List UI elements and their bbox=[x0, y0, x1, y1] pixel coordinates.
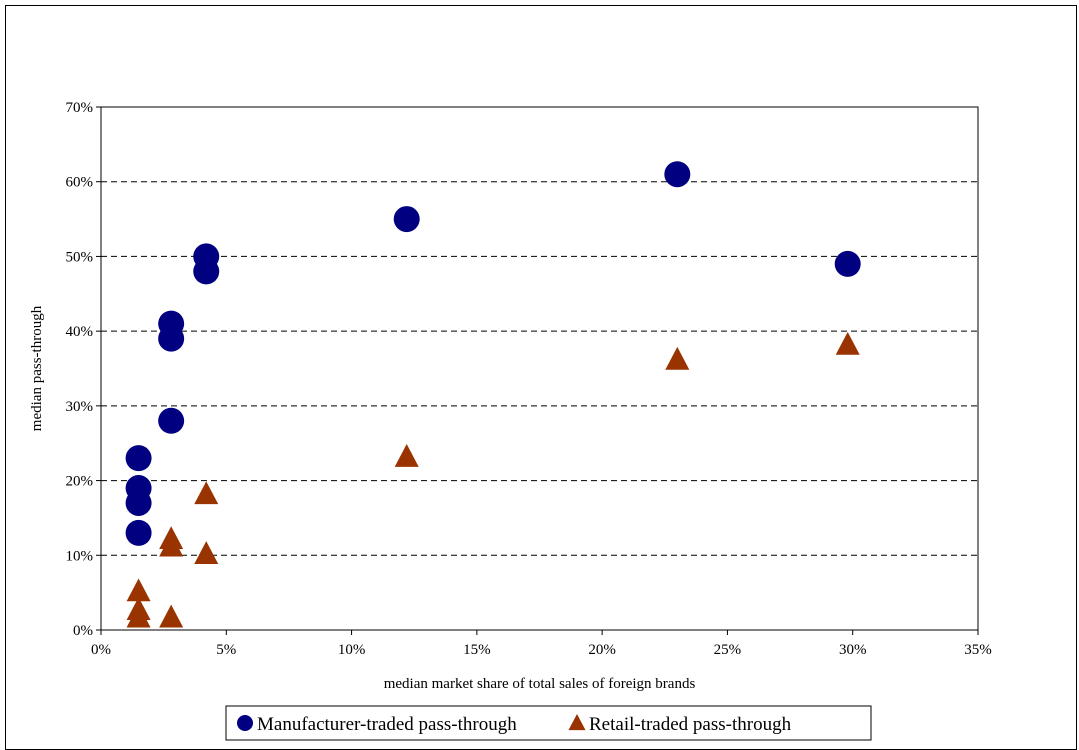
gridlines bbox=[101, 181, 978, 556]
manufacturer-point bbox=[125, 475, 152, 502]
x-tick-label: 20% bbox=[588, 642, 616, 658]
x-axis-ticks: 0% 5% 10% 15% 20% 25% 30% 35% bbox=[91, 630, 992, 658]
y-tick-label: 70% bbox=[66, 100, 94, 116]
legend-box bbox=[225, 705, 872, 741]
retail-point bbox=[194, 541, 219, 564]
legend-circle-icon bbox=[237, 715, 253, 731]
x-tick-label: 30% bbox=[839, 642, 867, 658]
retail-point bbox=[835, 331, 860, 355]
y-axis-title: median pass-through bbox=[29, 305, 45, 431]
y-tick-label: 0% bbox=[73, 623, 93, 639]
x-tick-label: 15% bbox=[463, 642, 491, 658]
retail-point bbox=[126, 597, 151, 620]
retail-point bbox=[159, 526, 184, 550]
retail-point bbox=[394, 444, 419, 467]
plot-area bbox=[100, 106, 979, 631]
retail-point bbox=[159, 604, 184, 628]
retail-point bbox=[194, 481, 219, 505]
manufacturer-point bbox=[393, 206, 420, 233]
y-axis-ticks: 0% 10% 20% 30% 40% 50% 60% 70% bbox=[66, 100, 101, 639]
y-tick-label: 40% bbox=[66, 324, 94, 340]
y-tick-label: 60% bbox=[66, 175, 94, 191]
manufacturer-point bbox=[664, 161, 691, 188]
manufacturer-point bbox=[834, 250, 861, 277]
legend: Manufacturer-traded pass-through Retail-t… bbox=[225, 705, 872, 741]
y-tick-label: 10% bbox=[66, 548, 94, 564]
x-tick-label: 10% bbox=[338, 642, 366, 658]
chart-frame bbox=[5, 5, 1077, 750]
x-tick-label: 5% bbox=[216, 642, 236, 658]
legend-label: Retail-traded pass-through bbox=[589, 714, 792, 735]
retail-point bbox=[665, 346, 690, 370]
y-tick-label: 20% bbox=[66, 474, 94, 490]
x-tick-label: 25% bbox=[714, 642, 742, 658]
data-points bbox=[125, 161, 861, 628]
manufacturer-point bbox=[125, 445, 152, 472]
legend-label: Manufacturer-traded pass-through bbox=[257, 714, 517, 735]
manufacturer-point bbox=[158, 310, 185, 337]
legend-triangle-icon bbox=[568, 713, 586, 731]
x-axis-title: median market share of total sales of fo… bbox=[384, 676, 696, 692]
x-tick-label: 0% bbox=[91, 642, 111, 658]
y-tick-label: 30% bbox=[66, 399, 94, 415]
manufacturer-point bbox=[158, 407, 185, 434]
manufacturer-point bbox=[193, 243, 220, 270]
retail-point bbox=[126, 578, 151, 602]
x-tick-label: 35% bbox=[964, 642, 992, 658]
y-tick-label: 50% bbox=[66, 249, 94, 265]
legend-items: Manufacturer-traded pass-through Retail-t… bbox=[237, 713, 792, 735]
manufacturer-point bbox=[125, 519, 152, 546]
